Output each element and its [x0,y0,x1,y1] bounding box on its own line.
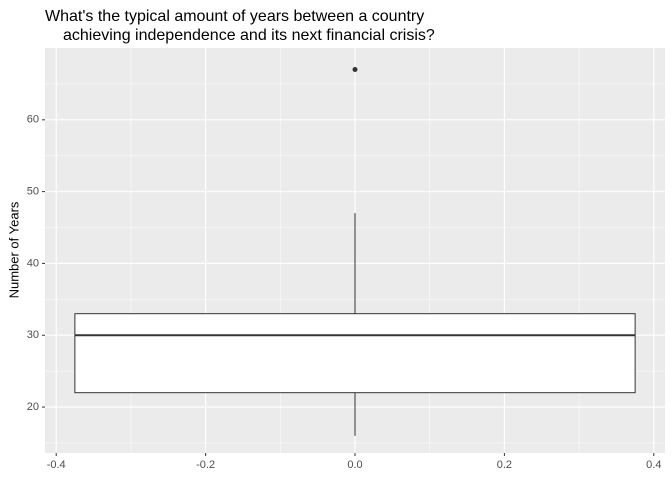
outlier [352,67,358,73]
y-tick-label: 20 [27,401,39,413]
x-tick-label: 0.0 [347,459,362,471]
x-tick-label: 0.2 [497,459,512,471]
x-tick-label: -0.4 [47,459,66,471]
chart-title: What's the typical amount of years betwe… [45,8,424,25]
y-tick-label: 40 [27,257,39,269]
y-tick-label: 60 [27,114,39,126]
y-axis-title: Number of Years [6,201,21,298]
y-tick-label: 30 [27,329,39,341]
x-tick-label: 0.4 [646,459,661,471]
x-tick-label: -0.2 [196,459,215,471]
box [74,313,636,394]
chart-title: achieving independence and its next fina… [63,27,435,44]
y-tick-label: 50 [27,186,39,198]
